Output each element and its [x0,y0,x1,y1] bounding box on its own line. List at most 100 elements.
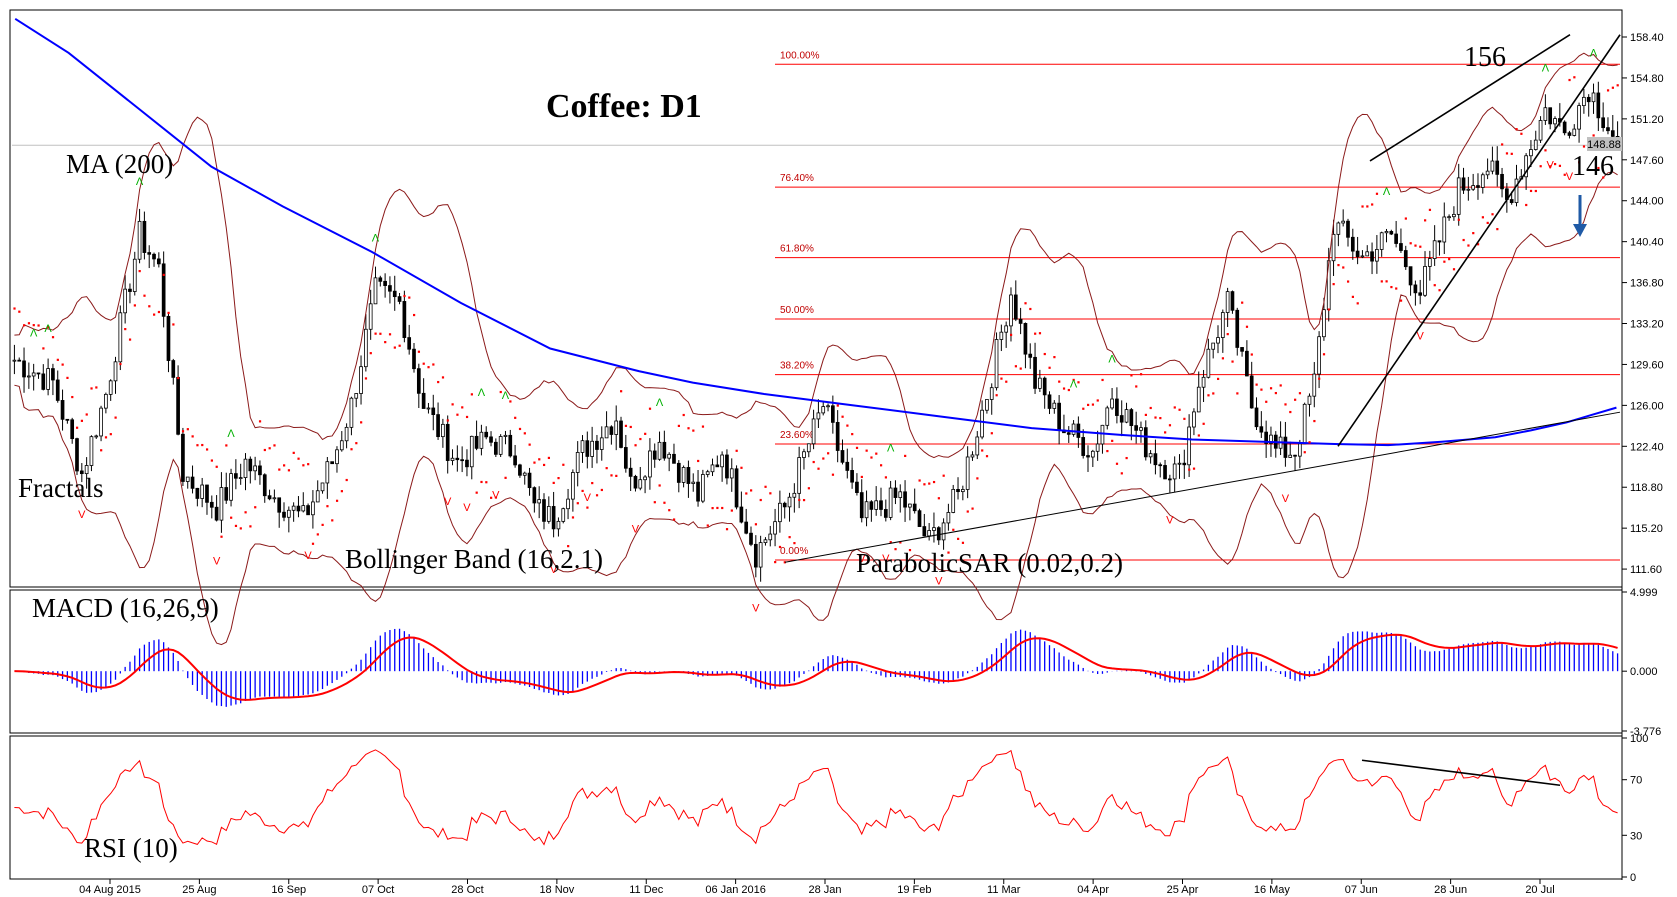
candle-body [575,452,580,473]
candle-body [1567,132,1572,136]
candle-body [585,440,590,457]
sar-dot [711,507,714,510]
sar-dot [1491,213,1494,216]
candle-body [108,380,113,395]
sar-dot [764,485,767,488]
candle-body [65,418,70,421]
candle-body [980,409,984,438]
candle-body [537,499,542,504]
candle-body [436,414,440,438]
sar-dot [311,542,315,545]
sar-dot [393,346,396,349]
candle-body [826,405,830,408]
sar-dot [595,494,599,497]
candle-body [22,360,26,378]
sar-dot [586,506,589,509]
sar-dot [822,457,825,460]
sar-dot [1250,353,1253,356]
candle-body [614,420,619,435]
sar-dot [624,424,628,427]
sar-dot [1101,378,1104,382]
candle-body [773,521,777,535]
candle-body [676,462,681,483]
sar-dot [1014,365,1017,368]
candle-body [1090,450,1095,458]
sar-dot [1144,413,1147,417]
candle-body [325,461,330,484]
candle-body [137,220,142,260]
candle-body [1081,437,1086,456]
candle-body [200,484,205,499]
candle-body [1399,243,1403,251]
sar-dot [1476,243,1480,246]
ma200-line [14,17,1617,447]
sar-dot [961,541,965,544]
candle-body [17,359,22,362]
sar-dot [66,376,69,379]
price-tick-label: 118.80 [1630,482,1663,494]
sar-dot [124,328,127,331]
candle-body [1432,240,1437,259]
sar-dot [557,477,560,480]
sar-dot [335,499,339,502]
candle-body [1086,455,1090,458]
candle-body [195,487,200,499]
sar-dot [369,352,372,355]
candle-body [1476,185,1480,188]
candle-body [1423,266,1427,296]
time-tick-label: 19 Feb [897,884,931,896]
fractal-down: V [752,602,760,614]
sar-dot [957,537,960,540]
candle-body [1254,407,1259,428]
candle-body [571,472,575,500]
price-tick-label: 136.80 [1630,278,1664,290]
candle-body [1288,454,1293,458]
chart-title: Coffee: D1 [546,88,702,125]
candle-body [855,481,859,493]
sar-dot [1467,244,1470,247]
sar-dot [1072,378,1075,382]
sar-dot [181,430,185,433]
candle-body [190,476,195,489]
sar-dot [1505,152,1509,155]
sar-dot [1529,189,1533,193]
candle-body [156,258,161,265]
sar-dot [514,416,517,419]
candle-body [132,258,137,292]
sar-dot [976,477,979,480]
candle-body [725,454,729,479]
sar-dot [225,444,228,447]
candle-body [1312,373,1317,397]
sar-dot [851,433,854,436]
candle-body [46,368,50,390]
candle-body [1264,431,1268,444]
candle-body [758,542,763,568]
sar-dot [677,424,680,427]
sar-dot [562,463,565,466]
candle-body [1206,348,1211,378]
fib-level-label: 23.60% [780,430,814,441]
candle-body [1028,353,1033,358]
candle-body [595,440,599,450]
sar-dot [215,465,218,468]
candle-body [339,440,344,451]
sar-dot [61,363,64,366]
candle-body [1119,415,1124,423]
candle-body [908,503,912,508]
sar-dot [379,332,382,335]
sar-dot [485,481,488,484]
down-arrow-icon [1573,195,1587,237]
candle-body [1163,465,1167,480]
candle-body [1591,92,1596,103]
candle-body [1283,436,1288,458]
fractal-up: Λ [1542,62,1550,74]
candle-body [816,412,821,420]
sar-dot [634,444,637,447]
candle-body [27,375,31,378]
sar-dot [1188,468,1191,471]
sar-dot [509,400,512,403]
sar-dot [490,496,493,499]
sar-dot [1337,263,1340,267]
candle-body [1418,292,1423,296]
candle-body [965,456,970,490]
